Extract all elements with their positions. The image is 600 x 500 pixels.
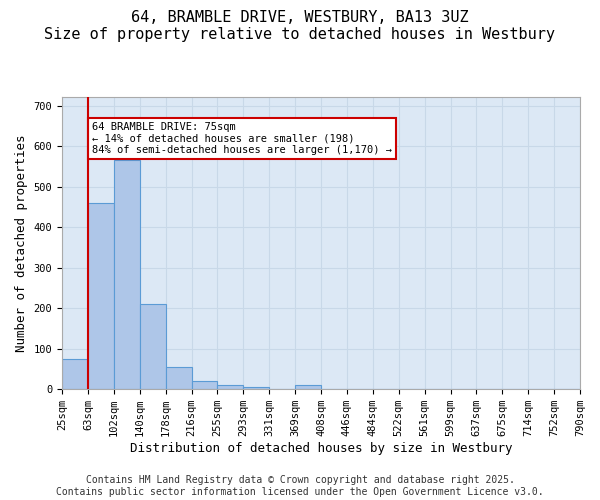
Bar [62,359,88,389]
Y-axis label: Number of detached properties: Number of detached properties [15,134,28,352]
Text: 64 BRAMBLE DRIVE: 75sqm
← 14% of detached houses are smaller (198)
84% of semi-d: 64 BRAMBLE DRIVE: 75sqm ← 14% of detache… [92,122,392,155]
Bar [295,385,321,389]
Bar [244,387,269,389]
Text: 64, BRAMBLE DRIVE, WESTBURY, BA13 3UZ
Size of property relative to detached hous: 64, BRAMBLE DRIVE, WESTBURY, BA13 3UZ Si… [44,10,556,42]
X-axis label: Distribution of detached houses by size in Westbury: Distribution of detached houses by size … [130,442,512,455]
Bar [217,385,244,389]
Text: Contains HM Land Registry data © Crown copyright and database right 2025.
Contai: Contains HM Land Registry data © Crown c… [56,476,544,497]
Bar [114,160,140,389]
Bar [191,381,217,389]
Bar [166,367,191,389]
Bar [88,203,114,389]
Bar [140,304,166,389]
